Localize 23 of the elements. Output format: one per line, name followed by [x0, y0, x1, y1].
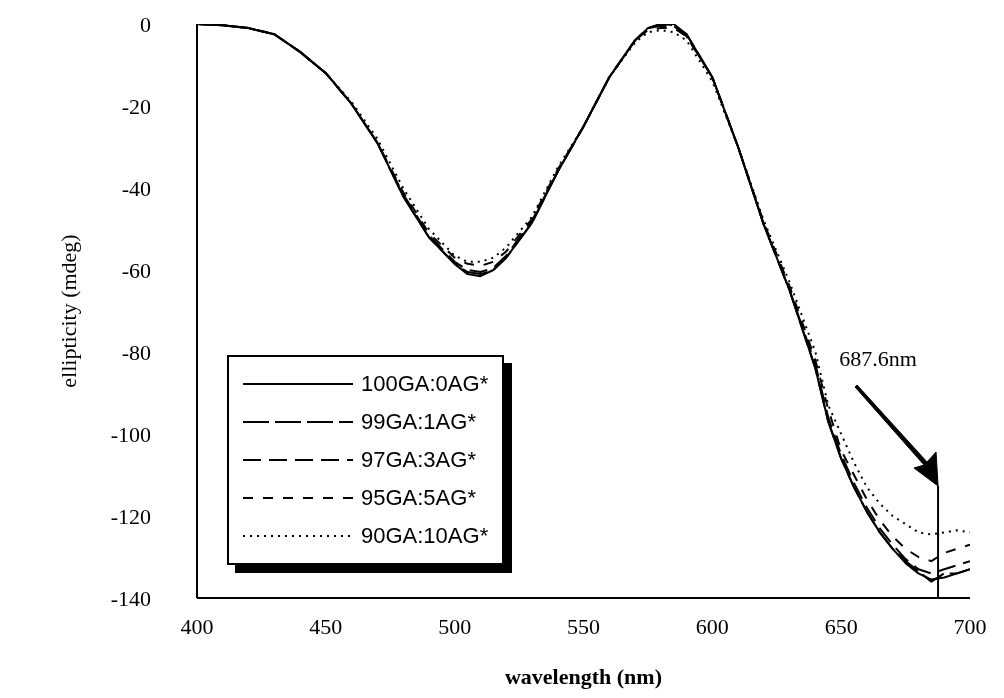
x-tick-label: 450 — [309, 613, 343, 639]
legend-label: 97GA:3AG* — [361, 447, 476, 473]
y-tick-label: -20 — [121, 93, 151, 119]
y-tick-label: -40 — [121, 175, 151, 201]
annotation: 687.6nm — [839, 346, 917, 371]
x-tick-label: 400 — [180, 613, 214, 639]
x-axis-title: wavelength (nm) — [504, 664, 663, 689]
y-tick-label: -140 — [110, 585, 151, 611]
legend-label: 95GA:5AG* — [361, 485, 476, 511]
legend-label: 90GA:10AG* — [361, 523, 489, 549]
x-tick-label: 650 — [824, 613, 858, 639]
y-tick-label: -120 — [110, 503, 151, 529]
x-tick-label: 550 — [567, 613, 600, 639]
y-tick-label: -100 — [110, 421, 151, 447]
x-tick-label: 700 — [953, 613, 987, 639]
y-tick-label: -80 — [121, 339, 151, 365]
y-tick-label: 0 — [140, 11, 151, 37]
legend-label: 100GA:0AG* — [361, 371, 489, 397]
x-tick-label: 500 — [438, 613, 472, 639]
y-tick-label: -60 — [121, 257, 151, 283]
legend-label: 99GA:1AG* — [361, 409, 476, 435]
x-tick-label: 600 — [695, 613, 729, 639]
y-axis-title: ellipticity (mdeg) — [55, 234, 81, 388]
